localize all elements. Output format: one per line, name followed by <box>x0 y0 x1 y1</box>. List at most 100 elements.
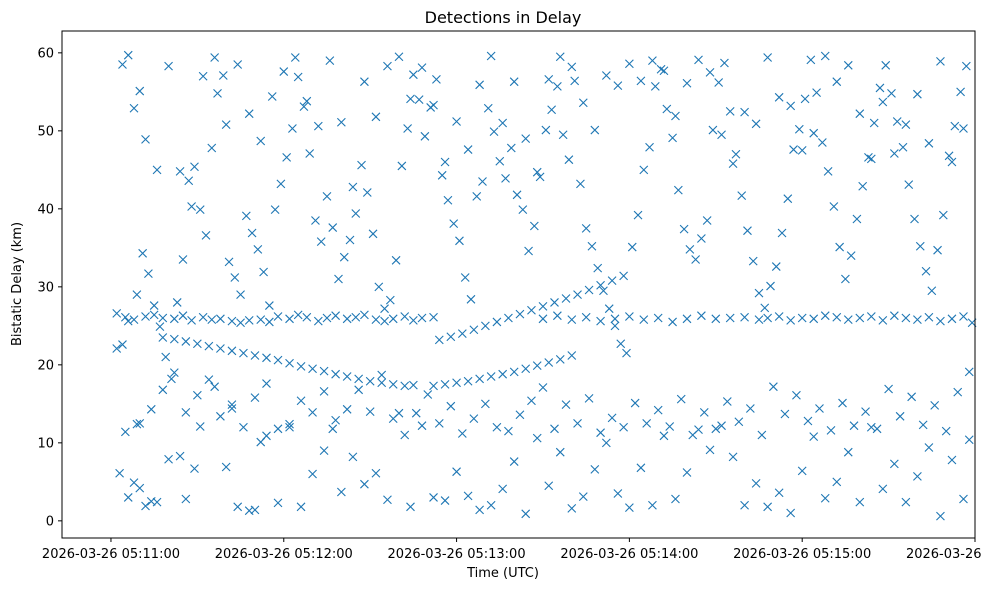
data-point <box>443 195 453 205</box>
data-point <box>786 101 796 111</box>
data-point <box>152 497 162 507</box>
data-point <box>397 161 407 171</box>
data-point <box>152 165 162 175</box>
data-point <box>702 216 712 225</box>
data-point <box>178 311 188 321</box>
data-point <box>633 210 643 220</box>
data-point <box>705 67 715 77</box>
data-point <box>423 390 433 399</box>
data-point <box>498 118 508 128</box>
data-point <box>172 298 182 307</box>
data-point <box>682 468 692 477</box>
data-point <box>754 288 764 298</box>
data-point <box>864 152 873 162</box>
data-point <box>815 404 824 413</box>
data-point <box>645 142 654 152</box>
data-point <box>521 509 531 519</box>
data-point <box>725 313 735 323</box>
data-point <box>181 494 191 504</box>
data-point <box>469 325 479 335</box>
data-point <box>348 182 358 192</box>
data-point <box>933 245 942 255</box>
data-point <box>596 280 605 290</box>
data-point <box>331 311 341 321</box>
data-point <box>766 281 775 291</box>
x-tick-label: 2026-03-26 05:11:00 <box>42 547 180 562</box>
data-point <box>547 105 557 115</box>
data-point <box>567 62 577 72</box>
data-point <box>446 401 456 411</box>
data-point <box>509 457 519 466</box>
data-point <box>138 248 148 258</box>
data-point <box>604 304 614 314</box>
data-point <box>783 194 793 204</box>
data-point <box>763 313 773 323</box>
data-point <box>351 312 361 322</box>
data-point <box>581 312 591 322</box>
data-point <box>455 236 464 246</box>
data-point <box>181 408 191 417</box>
data-point <box>112 344 122 353</box>
data-point <box>112 308 122 318</box>
data-point <box>722 397 732 406</box>
data-point <box>388 314 398 324</box>
data-point <box>383 495 392 505</box>
data-point <box>745 404 755 413</box>
data-point <box>449 219 459 229</box>
data-point <box>648 56 657 66</box>
data-point <box>374 282 384 292</box>
data-point <box>823 167 833 176</box>
data-point <box>581 223 591 233</box>
data-point <box>506 143 516 153</box>
data-point <box>195 422 205 431</box>
data-point <box>169 334 179 344</box>
data-point <box>492 317 502 327</box>
data-point <box>760 303 770 313</box>
data-point <box>720 58 729 68</box>
data-point <box>941 426 951 436</box>
data-point <box>696 234 706 243</box>
data-point <box>769 382 778 392</box>
data-point <box>961 61 971 71</box>
data-point <box>239 348 248 358</box>
data-point <box>417 313 427 323</box>
data-point <box>956 87 965 97</box>
data-point <box>676 394 686 404</box>
data-point <box>371 468 381 478</box>
data-point <box>607 276 617 285</box>
data-point <box>432 74 441 84</box>
data-point <box>913 471 922 481</box>
data-point <box>711 424 721 434</box>
data-point <box>630 398 640 408</box>
data-point <box>155 322 165 332</box>
data-point <box>797 145 807 155</box>
data-point <box>584 285 594 295</box>
data-point <box>406 502 415 512</box>
data-point <box>351 209 361 218</box>
data-point <box>846 251 856 261</box>
y-tick-label: 20 <box>37 358 54 373</box>
data-point <box>408 70 418 80</box>
data-point <box>169 368 179 378</box>
data-point <box>342 372 352 381</box>
data-point <box>371 112 381 122</box>
data-point <box>328 424 338 434</box>
data-point <box>792 390 801 400</box>
data-point <box>601 438 611 448</box>
data-point <box>515 309 525 319</box>
data-point <box>319 446 329 456</box>
data-point <box>388 379 398 389</box>
data-point <box>673 185 683 195</box>
data-point <box>936 57 945 66</box>
x-axis: 2026-03-26 05:11:00 2026-03-26 05:12:00 20… <box>42 538 983 562</box>
data-point <box>650 81 660 91</box>
data-point <box>253 245 263 254</box>
data-point <box>901 497 911 507</box>
data-point <box>964 435 974 445</box>
data-point <box>682 78 692 88</box>
data-point <box>504 426 513 436</box>
data-point <box>576 179 585 189</box>
data-point <box>478 177 487 186</box>
data-point <box>492 422 502 432</box>
data-point <box>714 78 724 87</box>
